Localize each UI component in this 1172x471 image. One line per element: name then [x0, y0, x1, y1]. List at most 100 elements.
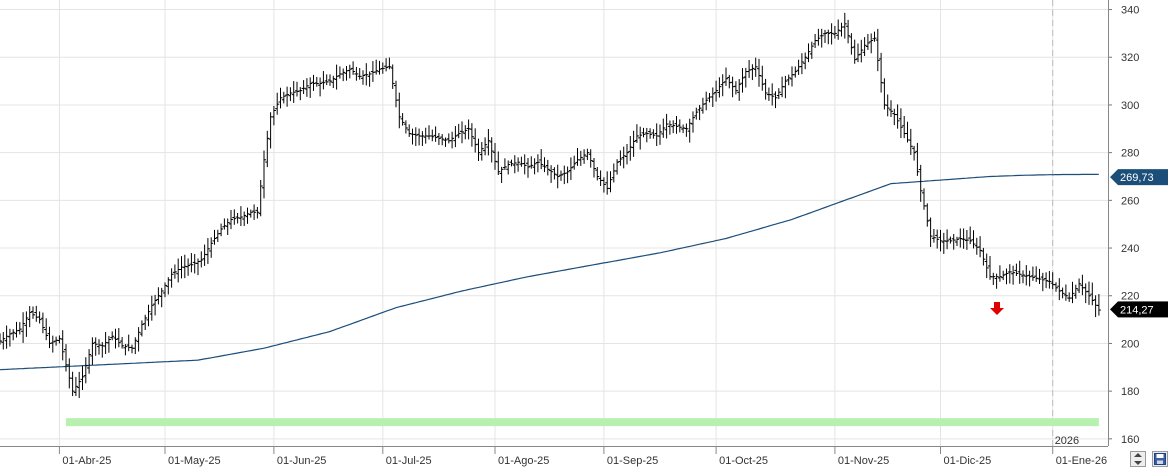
price-bar [674, 116, 679, 134]
price-bar [502, 158, 507, 171]
price-bar [710, 87, 715, 107]
price-bar [255, 206, 260, 219]
price-bar [832, 26, 837, 39]
price-bar [529, 156, 534, 169]
x-tick-label: 01-May-25 [168, 455, 221, 467]
price-bar [803, 52, 808, 70]
price-bar [483, 137, 488, 156]
price-bar [1011, 265, 1016, 285]
price-bar [486, 128, 491, 156]
price-bar [90, 337, 95, 365]
price-bar [776, 88, 781, 100]
price-bar [265, 130, 270, 168]
price-bar [667, 120, 672, 135]
price-bar [1001, 270, 1006, 281]
price-bar [453, 126, 458, 148]
price-bar [823, 29, 827, 43]
price-bar [565, 166, 570, 184]
y-tick-label: 260 [1121, 195, 1139, 207]
price-bar [984, 253, 989, 279]
price-bar [430, 129, 435, 142]
price-bar [0, 333, 2, 345]
price-bar [252, 204, 257, 220]
y-tick-label: 220 [1121, 291, 1139, 303]
price-bar [341, 68, 346, 82]
price-bar [44, 318, 49, 341]
price-bar [209, 237, 214, 258]
price-bar [588, 149, 593, 168]
price-bar [608, 171, 613, 193]
price-bar [945, 229, 950, 250]
x-tick-label: 01-Sep-25 [607, 455, 658, 467]
price-bar [898, 108, 903, 139]
price-bar [499, 166, 504, 183]
price-bar [889, 100, 893, 118]
price-bar [783, 75, 788, 99]
price-bar [638, 126, 643, 150]
moving-average-line [0, 173, 1099, 371]
price-bar [549, 165, 554, 183]
up-down-arrows-icon[interactable] [1130, 451, 1146, 467]
price-bar [189, 253, 194, 273]
price-bar [826, 29, 831, 45]
price-bar [634, 124, 639, 143]
price-bar [875, 28, 880, 72]
price-bar [1034, 266, 1039, 282]
price-bar [1096, 294, 1101, 316]
price-bar [955, 236, 959, 246]
price-bar [773, 91, 778, 109]
price-bar [819, 28, 824, 48]
y-tick-label: 180 [1121, 386, 1139, 398]
svg-text:269,73: 269,73 [1120, 172, 1154, 184]
price-bar [509, 159, 514, 167]
price-bar [951, 234, 956, 250]
price-bar [87, 349, 92, 374]
price-bar [816, 28, 821, 46]
price-bar [27, 306, 32, 328]
price-bar [1047, 270, 1052, 289]
price-bar [997, 265, 1002, 282]
price-bar [40, 312, 45, 334]
price-bar [733, 81, 738, 95]
price-bar [1077, 278, 1082, 294]
price-bar [912, 145, 917, 161]
price-bar [212, 229, 217, 245]
price-bar [367, 71, 372, 87]
price-bar [1007, 264, 1012, 284]
price-bar [149, 295, 154, 321]
price-bar [291, 81, 296, 103]
price-bar [1060, 287, 1065, 299]
price-bar [582, 149, 587, 164]
price-bar [420, 131, 425, 146]
value-badges: 269,73 214,27 [1110, 169, 1168, 318]
price-bar [456, 123, 461, 139]
price-bar [298, 86, 303, 101]
price-bar [559, 170, 563, 181]
price-bar [278, 87, 283, 109]
price-bar [545, 159, 550, 176]
moving-average-series [0, 173, 1099, 371]
price-bar [720, 74, 725, 97]
price-bar [661, 118, 666, 138]
floppy-disk-icon[interactable] [1152, 451, 1168, 467]
price-bar [476, 138, 481, 162]
price-bar [753, 57, 758, 77]
price-bar [991, 272, 996, 285]
price-bar [199, 251, 204, 268]
price-bar [156, 287, 161, 305]
price-bar [865, 33, 870, 50]
price-bar [621, 146, 626, 169]
price-bar [555, 164, 560, 189]
price-bar [364, 63, 369, 86]
price-bar [1063, 284, 1068, 301]
price-bar [50, 335, 55, 353]
price-bar [489, 137, 494, 163]
x-tick-label: 01-Ago-25 [498, 455, 549, 467]
price-bar [413, 127, 418, 147]
y-tick-label: 300 [1121, 100, 1139, 112]
price-bar [80, 365, 85, 390]
price-bar [334, 64, 339, 90]
chart-grid [0, 0, 1108, 446]
price-bar [318, 77, 323, 97]
price-bar [153, 294, 158, 316]
